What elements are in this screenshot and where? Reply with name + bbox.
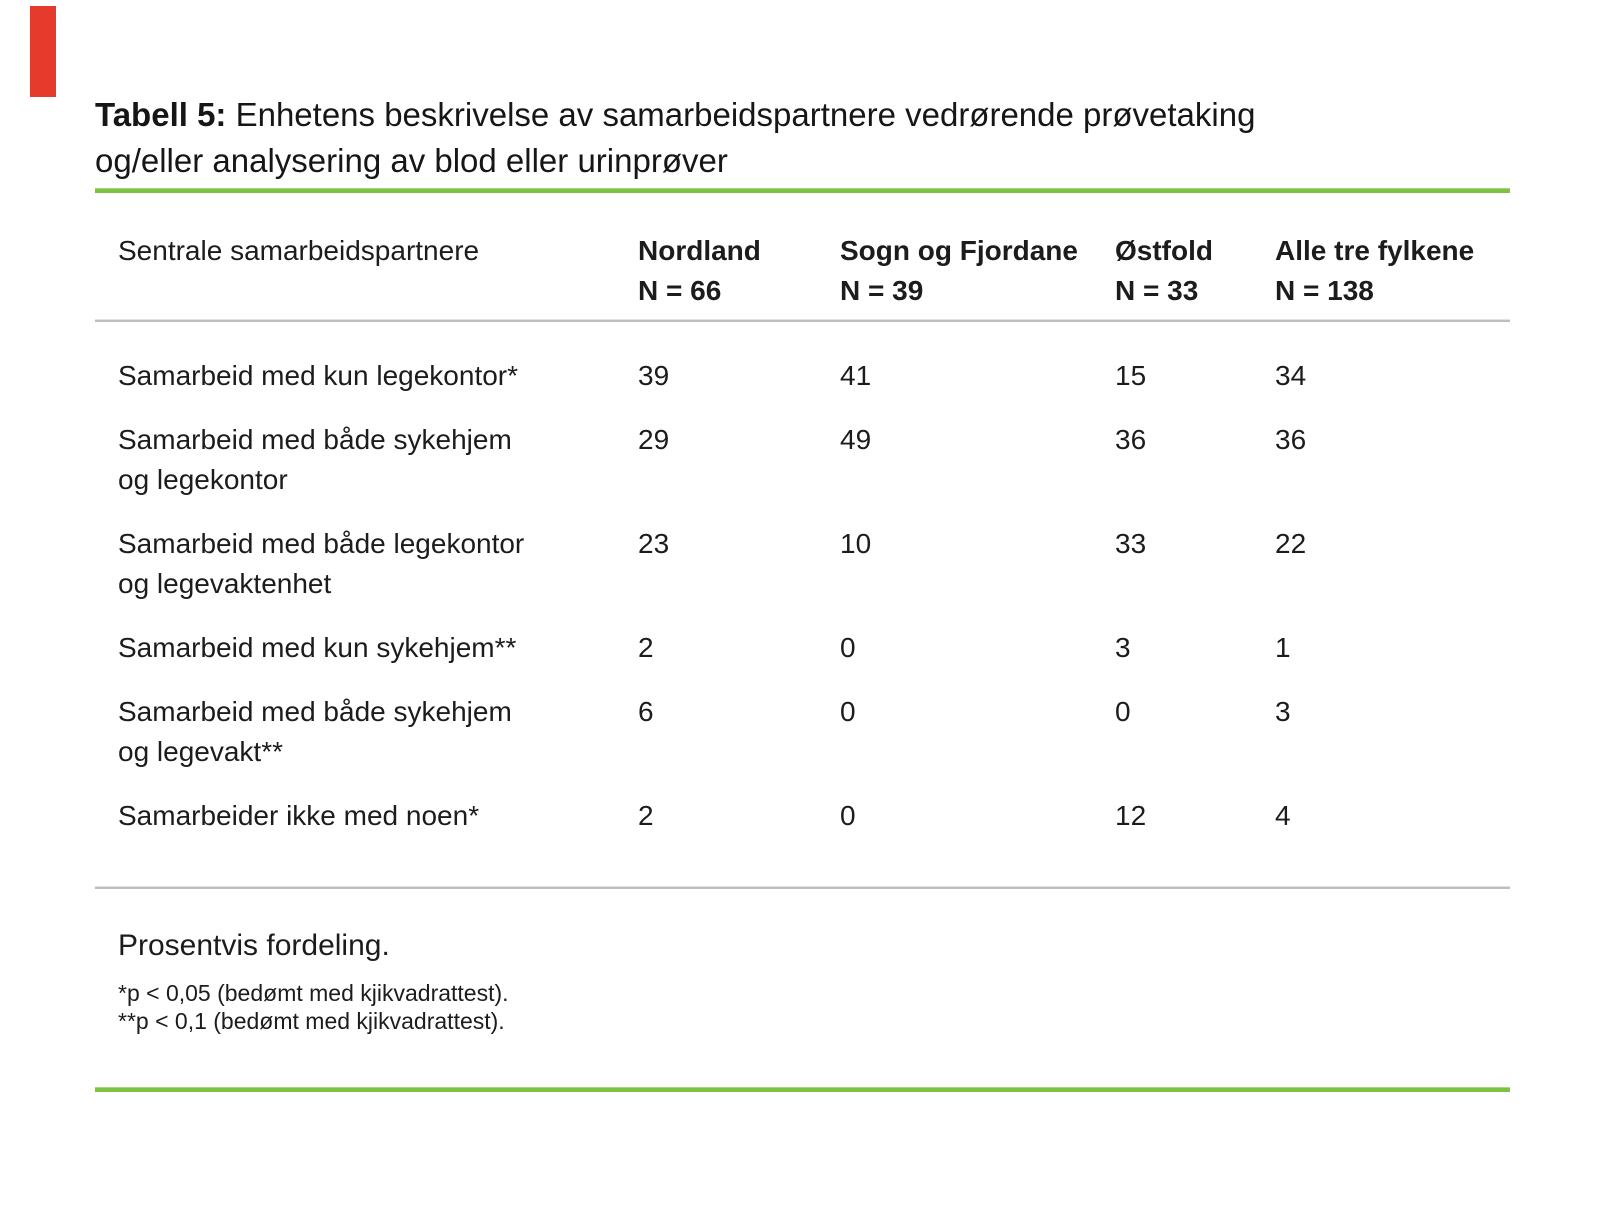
cell-sogn-og-fjordane: 10 xyxy=(840,528,872,559)
percent-note: Prosentvis fordeling. xyxy=(118,929,390,962)
cell-alle-tre-fylkene: 3 xyxy=(1275,696,1291,727)
column-header-ostfold-name: Østfold xyxy=(1115,235,1213,266)
header-divider-rule xyxy=(95,319,1510,322)
column-header-ostfold: Østfold N = 33 xyxy=(1115,231,1275,311)
cell-nordland: 2 xyxy=(638,632,654,663)
cell-ostfold: 12 xyxy=(1115,800,1147,831)
cell-alle-tre-fylkene: 4 xyxy=(1275,800,1291,831)
cell-nordland: 2 xyxy=(638,800,654,831)
table-row: Samarbeider ikke med noen* 2 0 12 4 xyxy=(118,796,1510,836)
cell-alle-tre-fylkene: 34 xyxy=(1275,360,1307,391)
column-header-sogn-og-fjordane: Sogn og Fjordane N = 39 xyxy=(840,231,1115,311)
cell-ostfold: 3 xyxy=(1115,632,1131,663)
table-header-row: Sentrale samarbeidspartnere Nordland N =… xyxy=(118,193,1510,319)
row-label: Samarbeider ikke med noen* xyxy=(118,800,480,831)
cell-alle-tre-fylkene: 36 xyxy=(1275,424,1307,455)
document-content: Tabell 5: Enhetens beskrivelse av samarb… xyxy=(95,0,1510,1092)
red-accent-bar xyxy=(30,6,56,97)
row-label: Samarbeid med både sykehjem og legekonto… xyxy=(118,424,512,495)
table-row: Samarbeid med både sykehjem og legevakt*… xyxy=(118,692,1510,772)
cell-nordland: 6 xyxy=(638,696,654,727)
table-caption-number: Tabell 5: xyxy=(95,96,227,133)
row-label: Samarbeid med kun legekontor* xyxy=(118,360,519,391)
column-header-nordland-name: Nordland xyxy=(638,235,761,266)
cell-sogn-og-fjordane: 0 xyxy=(840,696,856,727)
cell-nordland: 39 xyxy=(638,360,670,391)
table-caption: Tabell 5: Enhetens beskrivelse av samarb… xyxy=(95,92,1510,184)
footnotes: *p < 0,05 (bedømt med kjikvadrattest). *… xyxy=(118,979,1510,1035)
column-header-partners: Sentrale samarbeidspartnere xyxy=(118,235,480,266)
table-body: Samarbeid med kun legekontor* 39 41 15 3… xyxy=(95,322,1510,886)
column-header-sogn-og-fjordane-name: Sogn og Fjordane xyxy=(840,235,1078,266)
table-row: Samarbeid med kun sykehjem** 2 0 3 1 xyxy=(118,628,1510,668)
row-label: Samarbeid med kun sykehjem** xyxy=(118,632,517,663)
table-row: Samarbeid med både sykehjem og legekonto… xyxy=(118,420,1510,500)
column-header-alle-tre-fylkene-n: N = 138 xyxy=(1275,275,1374,306)
cell-ostfold: 36 xyxy=(1115,424,1147,455)
column-header-ostfold-n: N = 33 xyxy=(1115,275,1199,306)
top-green-rule xyxy=(95,188,1510,193)
row-label: Samarbeid med både sykehjem og legevakt*… xyxy=(118,696,512,767)
cell-sogn-og-fjordane: 0 xyxy=(840,800,856,831)
cell-sogn-og-fjordane: 41 xyxy=(840,360,872,391)
cell-nordland: 29 xyxy=(638,424,670,455)
column-header-sogn-og-fjordane-n: N = 39 xyxy=(840,275,924,306)
cell-alle-tre-fylkene: 1 xyxy=(1275,632,1291,663)
table-row: Samarbeid med kun legekontor* 39 41 15 3… xyxy=(118,356,1510,396)
footnote-p01: **p < 0,1 (bedømt med kjikvadrattest). xyxy=(118,1008,505,1034)
column-header-nordland: Nordland N = 66 xyxy=(638,231,840,311)
table-caption-text: Enhetens beskrivelse av samarbeidspartne… xyxy=(95,96,1256,179)
bottom-green-rule xyxy=(95,1087,1510,1092)
row-label: Samarbeid med både legekontor og legevak… xyxy=(118,528,525,599)
column-header-alle-tre-fylkene-name: Alle tre fylkene xyxy=(1275,235,1475,266)
column-header-nordland-n: N = 66 xyxy=(638,275,722,306)
cell-ostfold: 0 xyxy=(1115,696,1131,727)
cell-ostfold: 15 xyxy=(1115,360,1147,391)
footer-divider-rule xyxy=(95,886,1510,889)
cell-ostfold: 33 xyxy=(1115,528,1147,559)
table-row: Samarbeid med både legekontor og legevak… xyxy=(118,524,1510,604)
cell-alle-tre-fylkene: 22 xyxy=(1275,528,1307,559)
cell-nordland: 23 xyxy=(638,528,670,559)
footnote-p005: *p < 0,05 (bedømt med kjikvadrattest). xyxy=(118,980,509,1006)
column-header-alle-tre-fylkene: Alle tre fylkene N = 138 xyxy=(1275,231,1510,311)
cell-sogn-og-fjordane: 49 xyxy=(840,424,872,455)
cell-sogn-og-fjordane: 0 xyxy=(840,632,856,663)
